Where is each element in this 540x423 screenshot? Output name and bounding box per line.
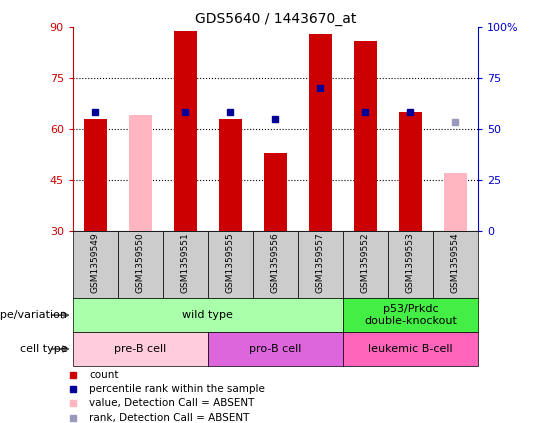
Bar	[219, 119, 242, 231]
Bar	[118, 231, 163, 298]
Text: rank, Detection Call = ABSENT: rank, Detection Call = ABSENT	[89, 412, 249, 423]
Bar	[84, 119, 107, 231]
Text: GSM1359550: GSM1359550	[136, 233, 145, 293]
Bar	[129, 115, 152, 231]
Text: value, Detection Call = ABSENT: value, Detection Call = ABSENT	[89, 398, 254, 408]
Bar	[174, 31, 197, 231]
Text: GSM1359552: GSM1359552	[361, 233, 370, 293]
Text: GSM1359554: GSM1359554	[451, 233, 460, 293]
Bar	[298, 231, 343, 298]
Text: wild type: wild type	[183, 310, 233, 320]
Bar	[73, 332, 208, 366]
Text: p53/Prkdc
double-knockout: p53/Prkdc double-knockout	[364, 304, 457, 326]
Bar	[309, 34, 332, 231]
Bar	[399, 112, 422, 231]
Text: GSM1359555: GSM1359555	[226, 233, 235, 293]
Text: cell type: cell type	[20, 344, 68, 354]
Text: count: count	[89, 370, 119, 379]
Bar	[343, 231, 388, 298]
Text: GSM1359551: GSM1359551	[181, 233, 190, 293]
Bar	[388, 231, 433, 298]
Bar	[343, 332, 478, 366]
Bar	[73, 298, 343, 332]
Bar	[354, 41, 377, 231]
Text: leukemic B-cell: leukemic B-cell	[368, 344, 453, 354]
Text: GSM1359549: GSM1359549	[91, 233, 100, 293]
Bar	[253, 231, 298, 298]
Bar	[343, 298, 478, 332]
Text: genotype/variation: genotype/variation	[0, 310, 68, 320]
Text: GSM1359557: GSM1359557	[316, 233, 325, 293]
Bar	[208, 231, 253, 298]
Bar	[73, 231, 118, 298]
Bar	[264, 153, 287, 231]
Title: GDS5640 / 1443670_at: GDS5640 / 1443670_at	[195, 12, 356, 27]
Bar	[433, 231, 478, 298]
Text: GSM1359553: GSM1359553	[406, 233, 415, 293]
Text: pro-B cell: pro-B cell	[249, 344, 301, 354]
Bar	[444, 173, 467, 231]
Text: percentile rank within the sample: percentile rank within the sample	[89, 384, 265, 394]
Bar	[208, 332, 343, 366]
Bar	[163, 231, 208, 298]
Text: pre-B cell: pre-B cell	[114, 344, 166, 354]
Text: GSM1359556: GSM1359556	[271, 233, 280, 293]
